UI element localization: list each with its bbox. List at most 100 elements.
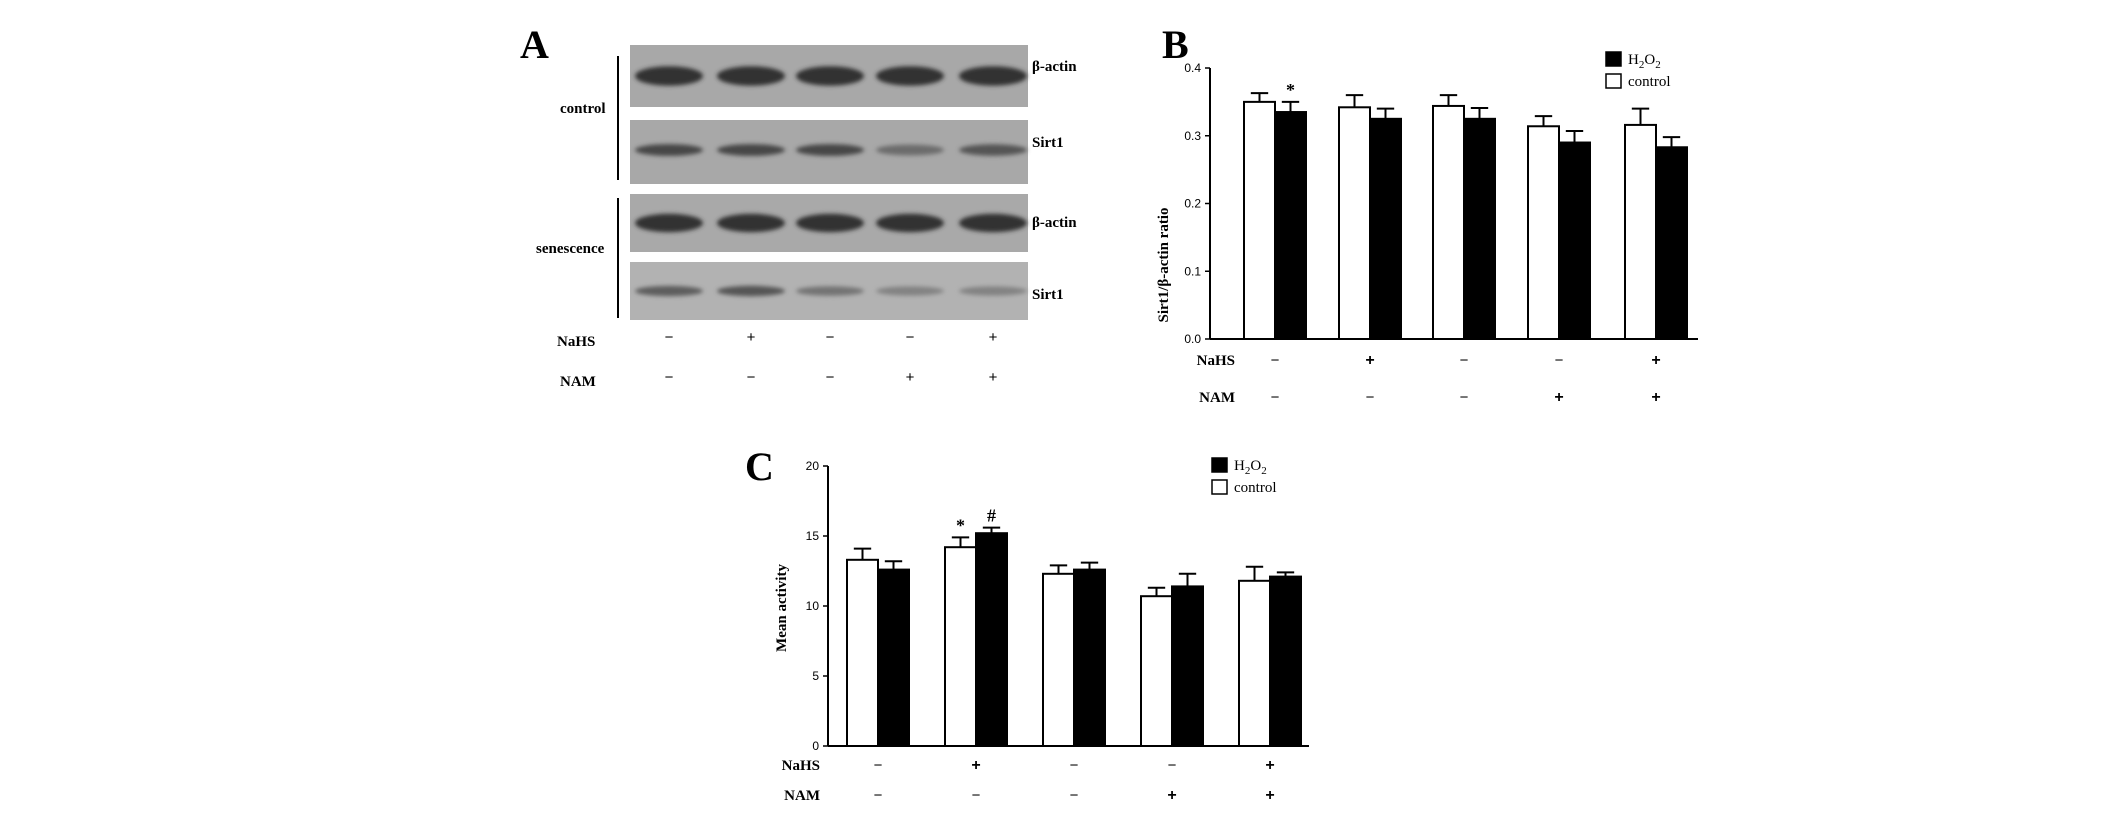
legend-swatch-h2o2 (1605, 51, 1622, 67)
legend-swatch-control (1211, 479, 1228, 495)
bar-control-2 (944, 546, 977, 748)
row-label-nam: NAM (560, 374, 596, 390)
panel-a-nahs-sign-5: + (989, 329, 998, 346)
panel-a-nahs-sign-3: − (826, 329, 835, 346)
panel-b-letter: B (1162, 22, 1189, 67)
blot-band-row4-lane5 (959, 286, 1027, 296)
panel-a-nam-sign-3: − (826, 369, 835, 386)
nam-sign-4: + (1554, 389, 1563, 406)
row-label-nahs: NaHS (782, 758, 820, 774)
legend-swatch-h2o2 (1211, 457, 1228, 473)
panel-a-treatment-signs: − + − − + − − − + + (665, 329, 998, 386)
nahs-sign-1: − (874, 757, 883, 774)
blot-band-row1-lane4 (876, 66, 944, 86)
bar-control-1 (846, 558, 879, 747)
bar-h2o2-2 (1369, 117, 1402, 340)
nam-sign-2: − (1366, 389, 1375, 406)
panel-a-nam-sign-5: + (989, 369, 998, 386)
nahs-sign-1: − (1271, 352, 1280, 369)
bar-h2o2-1 (1274, 111, 1307, 340)
legend-label-control: control (1234, 480, 1277, 496)
row-label-nam: NAM (784, 788, 820, 804)
legend-label-h2o2: H2O2 (1628, 52, 1661, 71)
bar-control-4 (1140, 595, 1173, 748)
nahs-sign-2: + (1365, 352, 1374, 369)
nahs-sign-4: − (1555, 352, 1564, 369)
blot-band-row2-lane5 (959, 144, 1027, 156)
y-tick-label-4: 0.4 (1184, 61, 1201, 75)
nahs-sign-4: − (1168, 757, 1177, 774)
significance-marker-1: * (956, 515, 965, 535)
panel-a-nam-sign-4: + (906, 369, 915, 386)
blot-band-row1-lane5 (959, 66, 1027, 86)
legend-swatch-control (1605, 73, 1622, 89)
y-tick-label-0: 0 (812, 739, 819, 753)
nam-sign-4: + (1167, 787, 1176, 804)
blot-band-row3-lane4 (876, 213, 944, 233)
row-label-nam: NAM (1199, 390, 1235, 406)
bar-h2o2-4 (1558, 141, 1591, 340)
panel-c-plot: 0 5 10 15 20 * # NaHS − + − − + NAM − − − + + H2O2 control (782, 457, 1309, 804)
blot-band-row2-lane2 (717, 144, 785, 156)
blot-band-row2-lane3 (796, 144, 864, 156)
row-label-nahs: NaHS (1197, 353, 1235, 369)
blot-band-row4-lane3 (796, 286, 864, 296)
blot-band-row2-lane4 (876, 144, 944, 156)
bar-h2o2-3 (1463, 117, 1496, 340)
nahs-sign-3: − (1070, 757, 1079, 774)
nahs-sign-2: + (971, 757, 980, 774)
blot-band-row2-lane1 (635, 144, 703, 156)
y-tick-label-0: 0.0 (1184, 332, 1201, 346)
panel-a-nam-sign-2: − (747, 369, 756, 386)
blot-band-row1-lane1 (635, 66, 703, 86)
panel-b-chart: B Sirt1/β-actin ratio 0.0 0.1 0.2 0.3 0.4 * Na… (1156, 22, 1698, 406)
y-tick-label-3: 0.3 (1184, 129, 1201, 143)
nahs-sign-5: + (1651, 352, 1660, 369)
bar-control-5 (1238, 579, 1271, 747)
blot-label-sirt1-2: Sirt1 (1032, 287, 1064, 303)
group-label-senescence: senescence (536, 241, 605, 257)
panel-b-plot: 0.0 0.1 0.2 0.3 0.4 * NaHS − + − − + NAM − − − + + H2O2 con… (1184, 51, 1698, 406)
blot-band-row3-lane1 (635, 213, 703, 233)
blot-label-beta-actin-2: β-actin (1032, 215, 1077, 231)
blot-band-row4-lane2 (717, 285, 785, 297)
bar-control-2 (1338, 106, 1371, 340)
blot-band-row1-lane3 (796, 66, 864, 86)
bar-control-5 (1624, 123, 1657, 340)
y-tick-label-4: 20 (806, 459, 820, 473)
bar-h2o2-5 (1655, 146, 1688, 340)
bar-control-4 (1527, 125, 1560, 340)
panel-a-western-blot: A control senescence β-actin Sirt1 β-act… (520, 22, 1077, 390)
legend-label-h2o2: H2O2 (1234, 458, 1267, 477)
y-tick-label-2: 0.2 (1184, 197, 1201, 211)
bar-h2o2-2 (975, 532, 1008, 748)
panel-a-nam-sign-1: − (665, 369, 674, 386)
y-tick-label-1: 5 (812, 669, 819, 683)
nam-sign-1: − (1271, 389, 1280, 406)
group-label-control: control (560, 101, 606, 117)
nahs-sign-3: − (1460, 352, 1469, 369)
blot-band-row4-lane4 (876, 286, 944, 296)
y-tick-label-2: 10 (806, 599, 820, 613)
blot-label-sirt1-1: Sirt1 (1032, 135, 1064, 151)
nahs-sign-5: + (1265, 757, 1274, 774)
bar-h2o2-4 (1171, 585, 1204, 748)
bar-h2o2-3 (1073, 568, 1106, 747)
bar-control-1 (1243, 100, 1276, 340)
y-tick-label-3: 15 (806, 529, 820, 543)
bar-control-3 (1432, 104, 1465, 340)
blot-label-beta-actin-1: β-actin (1032, 59, 1077, 75)
blot-band-row3-lane2 (717, 213, 785, 233)
y-tick-label-1: 0.1 (1184, 264, 1201, 278)
blot-band-row3-lane3 (796, 213, 864, 233)
blot-bands (635, 66, 1027, 297)
blot-band-row3-lane5 (959, 213, 1027, 233)
nam-sign-1: − (874, 787, 883, 804)
panel-a-nahs-sign-4: − (906, 329, 915, 346)
nam-sign-3: − (1070, 787, 1079, 804)
panel-b-y-axis-label: Sirt1/β-actin ratio (1156, 208, 1172, 323)
panel-c-chart: C Mean activity 0 5 10 15 20 * # NaHS − + − − + NAM − −… (745, 444, 1309, 804)
bar-h2o2-5 (1269, 575, 1302, 747)
panel-c-y-axis-label: Mean activity (774, 564, 790, 652)
